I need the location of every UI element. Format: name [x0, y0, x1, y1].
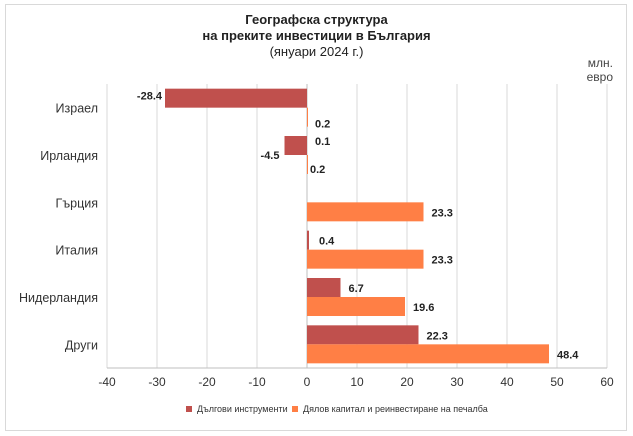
bar-debt [307, 230, 309, 250]
data-label: 0.4 [319, 236, 335, 248]
data-label: 23.3 [432, 207, 453, 219]
bar-equity [307, 344, 549, 364]
category-label: Израел [56, 102, 98, 116]
bar-debt [165, 88, 307, 108]
data-label: 19.6 [413, 302, 434, 314]
unit-label-line-2: евро [586, 70, 613, 84]
category-label: Други [65, 338, 98, 352]
bar-equity [307, 202, 424, 222]
legend-swatch-debt [186, 406, 192, 412]
category-label: Италия [55, 244, 98, 258]
x-tick-label: -20 [198, 375, 216, 389]
legend-swatch-equity [292, 406, 298, 412]
x-tick-label: 20 [400, 375, 414, 389]
x-tick-label: -30 [148, 375, 166, 389]
x-tick-label: 50 [550, 375, 564, 389]
category-label: Нидерландия [19, 291, 98, 305]
data-label: -4.5 [261, 150, 280, 162]
legend-label-debt: Дългови инструменти [197, 404, 288, 414]
data-label: -28.4 [137, 91, 163, 103]
data-label: 23.3 [432, 255, 453, 267]
legend-item-equity: Дялов капитал и реинвестиране на печалба [292, 404, 488, 414]
legend-item-debt: Дългови инструменти [186, 404, 288, 414]
bar-debt [307, 325, 419, 345]
x-tick-label: 60 [600, 375, 614, 389]
data-label: 22.3 [427, 330, 448, 342]
chart-subtitle: (януари 2024 г.) [269, 44, 364, 59]
bar-debt [307, 278, 341, 297]
data-label: 48.4 [557, 349, 579, 361]
data-label: 0.2 [315, 119, 330, 131]
category-label: Гърция [56, 196, 98, 210]
data-label: 0.2 [310, 164, 325, 176]
data-label: 6.7 [349, 283, 364, 295]
x-tick-label: 0 [304, 375, 311, 389]
x-tick-label: -10 [248, 375, 266, 389]
x-tick-label: 30 [450, 375, 464, 389]
bar-debt [284, 136, 307, 155]
x-tick-label: 40 [500, 375, 514, 389]
legend-label-equity: Дялов капитал и реинвестиране на печалба [303, 404, 488, 414]
bar-equity [307, 249, 424, 269]
x-tick-label: 10 [350, 375, 364, 389]
bar-equity [307, 107, 308, 127]
category-label: Ирландия [40, 149, 98, 163]
bar-equity [307, 297, 405, 316]
chart-title-line-2: на преките инвестиции в България [202, 28, 431, 43]
x-tick-label: -40 [98, 375, 116, 389]
unit-label-line-1: млн. [587, 56, 613, 70]
chart-title-line-1: Географска структура [245, 12, 388, 27]
bar-equity [307, 155, 308, 174]
data-label: 0.1 [315, 136, 330, 148]
